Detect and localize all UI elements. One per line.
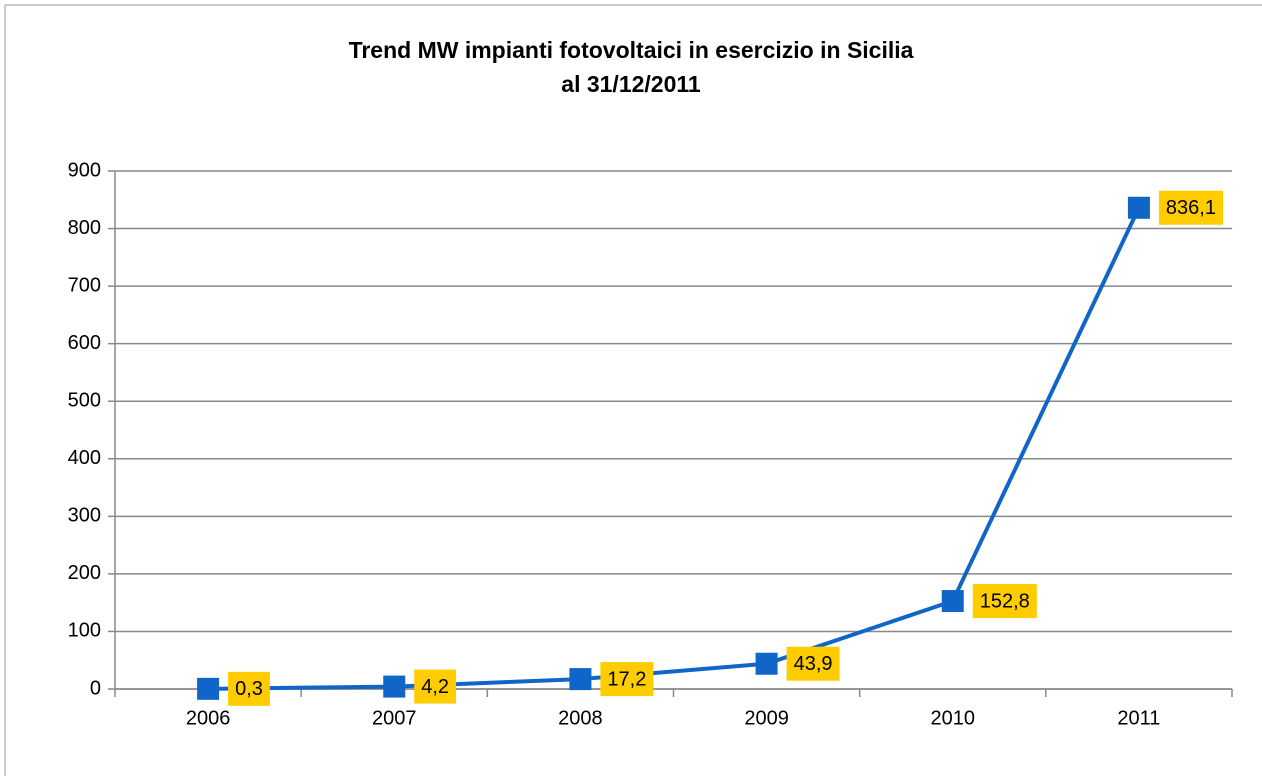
marker xyxy=(1127,196,1150,219)
y-tick-label: 100 xyxy=(68,620,101,642)
data-label: 43,9 xyxy=(794,653,833,675)
data-label-box xyxy=(228,671,270,706)
y-tick-label: 700 xyxy=(68,274,101,296)
data-label: 836,1 xyxy=(1166,197,1216,219)
data-label-box xyxy=(972,584,1037,619)
y-tick-label: 600 xyxy=(68,332,101,354)
y-tick-label: 400 xyxy=(68,447,101,469)
data-label-box xyxy=(414,669,457,704)
x-tick-label: 2007 xyxy=(372,707,417,729)
y-tick-label: 900 xyxy=(68,159,101,181)
data-label-box xyxy=(1158,190,1223,225)
marker xyxy=(941,590,964,613)
data-label-box xyxy=(600,662,654,697)
chart-subtitle: al 31/12/2011 xyxy=(561,71,701,97)
y-tick-label: 0 xyxy=(90,677,101,699)
data-label: 4,2 xyxy=(421,676,449,698)
marker xyxy=(755,652,778,675)
y-tick-label: 500 xyxy=(68,390,101,412)
data-label: 152,8 xyxy=(980,590,1030,612)
x-tick-label: 2011 xyxy=(1117,707,1160,729)
marker xyxy=(197,677,220,700)
series-line xyxy=(208,206,1141,691)
data-label: 0,3 xyxy=(235,678,263,700)
data-label-box xyxy=(786,646,840,681)
chart-title: Trend MW impianti fotovoltaici in eserci… xyxy=(349,37,914,63)
y-tick-label: 200 xyxy=(68,562,101,584)
y-tick-label: 300 xyxy=(68,505,101,527)
x-tick-label: 2010 xyxy=(931,707,976,729)
data-label: 17,2 xyxy=(607,668,646,690)
marker xyxy=(383,675,406,698)
x-tick-label: 2009 xyxy=(744,707,789,729)
x-tick-label: 2006 xyxy=(186,707,231,729)
y-tick-label: 800 xyxy=(68,217,101,239)
marker xyxy=(569,668,592,691)
x-tick-label: 2008 xyxy=(558,707,603,729)
